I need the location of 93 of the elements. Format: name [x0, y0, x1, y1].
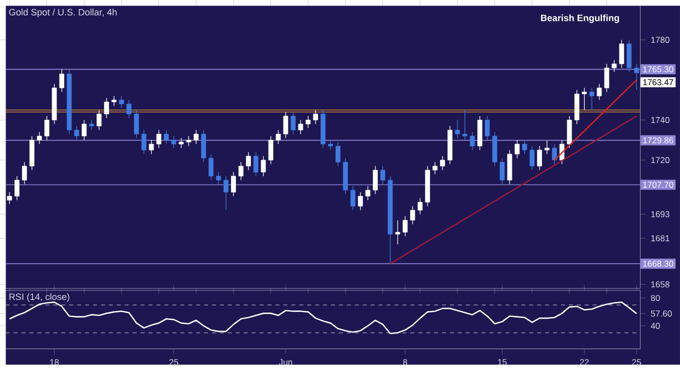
candlestick: [238, 162, 244, 181]
candlestick: [231, 172, 236, 197]
candlestick: [380, 166, 386, 185]
candlestick: [164, 130, 169, 145]
candlestick: [141, 130, 146, 155]
candlestick: [89, 120, 94, 131]
candlestick: [589, 88, 594, 110]
candlestick: [395, 220, 400, 245]
candlestick: [552, 144, 557, 165]
candlestick: [44, 116, 50, 141]
candlestick: [96, 110, 102, 131]
y-tick-label: 1780: [651, 36, 670, 44]
ref-line-label: 1668.30: [643, 260, 674, 267]
candlestick: [186, 136, 192, 147]
x-tick-label: 25: [632, 359, 642, 366]
candlestick: [260, 156, 266, 177]
candlestick: [537, 146, 542, 171]
candlestick: [544, 140, 550, 155]
candlestick: [14, 176, 20, 201]
x-tick-label: 15: [498, 359, 507, 366]
x-tick-label: 8: [403, 359, 408, 366]
candlestick: [306, 116, 311, 129]
candlestick: [253, 152, 258, 177]
candlestick: [298, 120, 304, 135]
candlestick: [612, 60, 617, 72]
candlestick: [500, 158, 505, 186]
candlestick: [119, 96, 124, 108]
candlestick: [36, 132, 42, 145]
candlestick: [59, 69, 64, 92]
candlestick: [440, 156, 445, 171]
text: 1763.47: [643, 79, 674, 86]
y-tick-label: 1681: [651, 235, 670, 242]
ref-line-label: 1707.70: [643, 182, 674, 188]
candlestick: [82, 120, 87, 141]
candlestick: [216, 172, 221, 185]
candlestick: [171, 136, 176, 149]
candlestick: [365, 186, 370, 201]
ref-line-label: 1765.30: [643, 66, 674, 73]
candlestick: [224, 176, 228, 211]
y-tick-label: 1720: [651, 157, 670, 164]
candlestick: [358, 192, 363, 211]
candlestick: [418, 198, 423, 215]
x-tick-label: 25: [169, 359, 178, 366]
candlestick: [596, 84, 602, 100]
candlestick: [582, 88, 587, 110]
candlestick: [454, 120, 460, 139]
candlestick: [148, 140, 154, 155]
candlestick: [112, 96, 116, 106]
candlestick: [268, 136, 274, 165]
candlestick: [74, 126, 80, 141]
candlestick: [22, 162, 27, 185]
candlestick: [522, 140, 528, 155]
candlestick: [462, 110, 468, 141]
candlestick: [619, 40, 624, 68]
candlestick: [432, 162, 438, 175]
y-tick-label: 80: [651, 295, 660, 302]
candlestick: [134, 110, 139, 139]
x-tick-label: 22: [580, 359, 589, 366]
x-tick-label: Jun: [278, 359, 292, 366]
x-tick-label: 18: [50, 359, 59, 366]
candlestick: [514, 140, 520, 159]
candlestick: [328, 140, 333, 151]
y-tick-label: 1740: [651, 117, 670, 124]
candlestick: [104, 98, 110, 119]
y-tick-label: 40: [650, 323, 660, 330]
candlestick: [194, 130, 199, 145]
candlestick: [156, 130, 162, 149]
candlestick: [178, 138, 184, 149]
ref-line-label: 1729.86: [643, 137, 674, 144]
candlestick: [126, 100, 132, 119]
candlestick: [484, 116, 490, 141]
chart-title: RSI (14, close): [9, 293, 70, 302]
candlestick: [410, 206, 416, 225]
candlestick: [604, 64, 610, 92]
candlestick: [283, 112, 288, 139]
candlestick: [208, 154, 214, 181]
candlestick: [530, 146, 535, 171]
chart-title: Gold Spot / U.S. Dollar, 4h: [9, 8, 117, 18]
candlestick: [276, 130, 281, 145]
candlestick: [634, 64, 640, 90]
y-tick-label: 1658: [651, 281, 670, 288]
candlestick: [350, 186, 356, 211]
candlestick: [402, 216, 408, 237]
y-tick-label: 1693: [651, 211, 670, 218]
candlestick: [246, 152, 251, 171]
candlestick: [313, 110, 318, 125]
candlestick: [372, 166, 378, 195]
y-tick-label: 57.60: [650, 310, 672, 317]
candlestick: [470, 132, 475, 151]
annotation: Bearish Engulfing: [541, 14, 620, 24]
candlestick: [290, 112, 296, 135]
candlestick: [7, 192, 12, 205]
candlestick: [336, 142, 340, 167]
